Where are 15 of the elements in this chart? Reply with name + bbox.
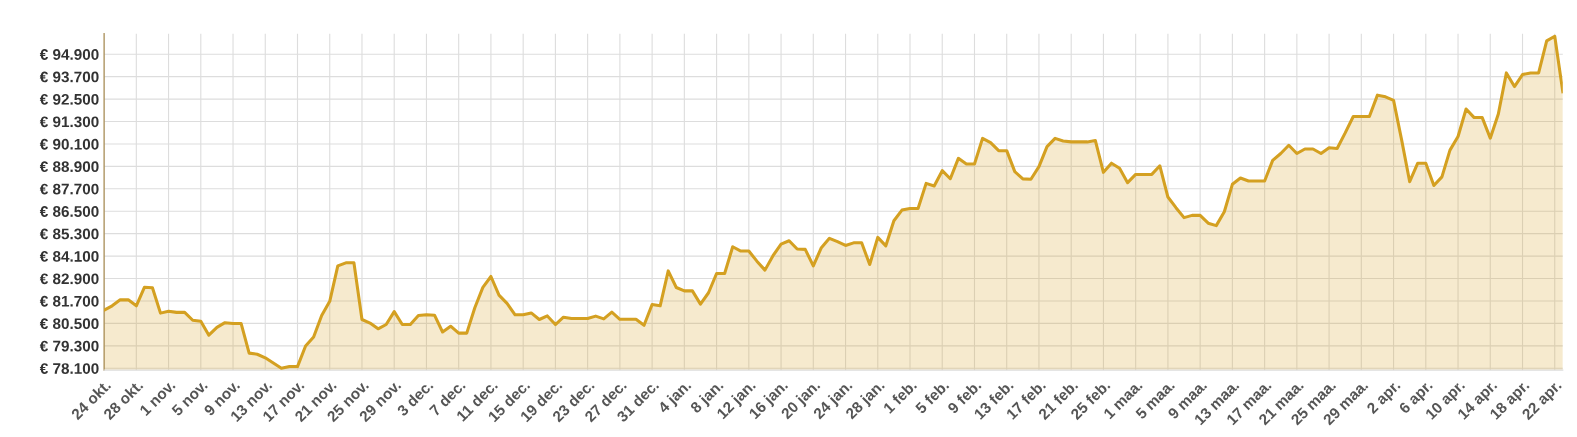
- y-tick-label: € 94.900: [39, 49, 99, 60]
- y-tick-label: € 79.300: [39, 340, 99, 352]
- y-tick-label: € 92.500: [39, 93, 99, 105]
- y-tick-label: € 81.700: [39, 295, 99, 307]
- y-tick-label: € 86.500: [39, 206, 99, 217]
- y-tick-label: € 90.100: [39, 138, 99, 150]
- y-tick-label: € 85.300: [39, 228, 99, 240]
- y-tick-label: € 78.100: [39, 363, 99, 374]
- y-tick-label: € 84.100: [39, 250, 99, 262]
- y-tick-label: € 82.900: [39, 273, 99, 285]
- y-tick-label: € 88.900: [39, 161, 99, 173]
- y-tick-label: € 80.500: [39, 318, 99, 330]
- y-tick-label: € 91.300: [39, 116, 99, 128]
- y-tick-label: € 93.700: [39, 71, 99, 83]
- y-tick-label: € 87.700: [39, 183, 99, 195]
